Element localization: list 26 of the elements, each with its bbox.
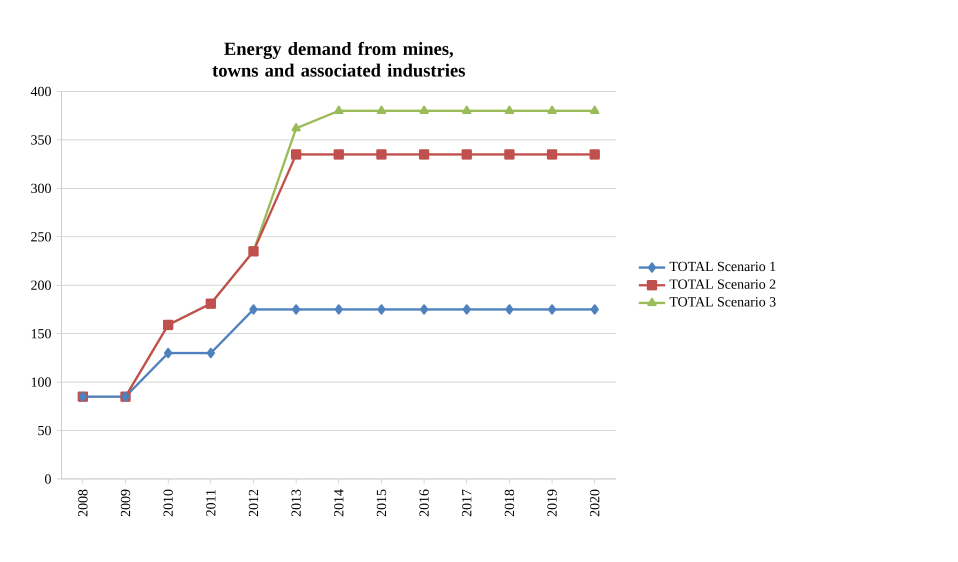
x-tick-label: 2019 <box>547 489 557 516</box>
legend-label: TOTAL Scenario 1 <box>670 262 776 271</box>
y-tick-label: 150 <box>32 328 51 338</box>
y-tick-label: 200 <box>31 280 51 290</box>
y-tick-label: 0 <box>45 474 51 484</box>
x-tick-label: 2010 <box>163 489 173 516</box>
x-tick-label: 2017 <box>462 489 472 516</box>
legend-label: TOTAL Scenario 3 <box>670 296 776 306</box>
x-tick-label: 2020 <box>590 489 600 516</box>
x-tick-label: 2018 <box>504 489 514 516</box>
y-tick-label: 250 <box>31 232 51 242</box>
y-tick-label: 400 <box>30 86 51 96</box>
x-tick-label: 2014 <box>334 489 344 516</box>
y-tick-label: 50 <box>38 426 51 436</box>
x-tick-label: 2015 <box>376 489 386 516</box>
legend-label: TOTAL Scenario 2 <box>670 279 776 289</box>
chart-title: Energy demand from mines, towns and associated industries <box>212 42 465 77</box>
x-tick-label: 2009 <box>120 489 130 516</box>
y-tick-label: 300 <box>31 183 51 193</box>
x-tick-label: 2013 <box>291 489 301 516</box>
y-tick-label: 100 <box>32 377 51 387</box>
x-tick-label: 2008 <box>78 489 88 516</box>
x-tick-label: 2012 <box>248 490 258 516</box>
x-tick-label: 2016 <box>419 489 429 516</box>
y-tick-label: 350 <box>31 134 51 144</box>
x-tick-label: 2011 <box>206 490 216 516</box>
